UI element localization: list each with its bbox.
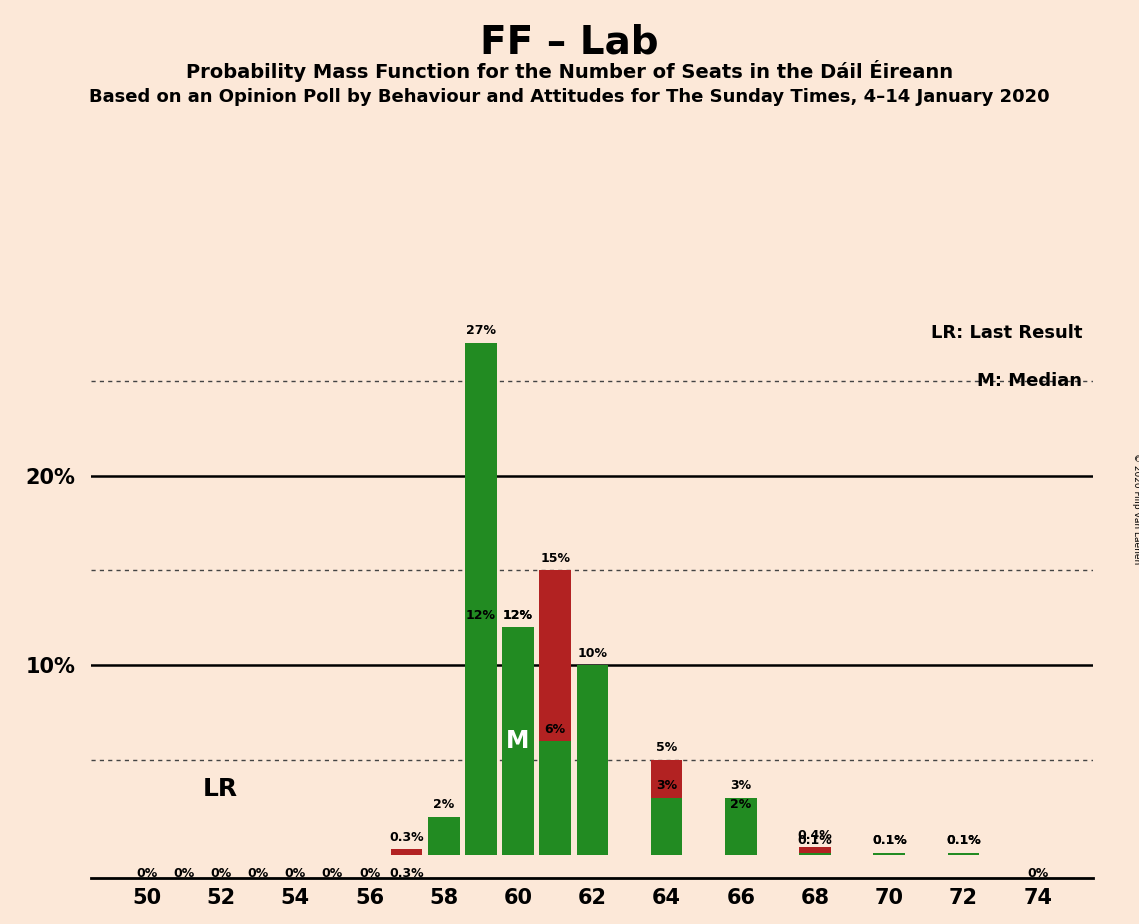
Text: 10%: 10% bbox=[577, 647, 607, 660]
Text: 0%: 0% bbox=[322, 868, 343, 881]
Text: M: M bbox=[507, 729, 530, 753]
Text: 2%: 2% bbox=[730, 798, 752, 811]
Bar bbox=[428, 853, 459, 855]
Text: 0.1%: 0.1% bbox=[871, 834, 907, 847]
Text: 0.4%: 0.4% bbox=[797, 829, 833, 842]
Text: 12%: 12% bbox=[503, 609, 533, 622]
Text: 0%: 0% bbox=[137, 868, 157, 881]
Bar bbox=[726, 817, 756, 855]
Text: 0.3%: 0.3% bbox=[390, 868, 424, 881]
Text: 0%: 0% bbox=[211, 868, 231, 881]
Text: 0.1%: 0.1% bbox=[871, 834, 907, 847]
Text: 15%: 15% bbox=[540, 552, 571, 565]
Bar bbox=[650, 760, 682, 855]
Text: 12%: 12% bbox=[466, 609, 495, 622]
Bar bbox=[948, 853, 980, 855]
Bar bbox=[874, 853, 906, 855]
Text: LR: LR bbox=[203, 777, 238, 800]
Text: 2%: 2% bbox=[433, 798, 454, 811]
Text: 0%: 0% bbox=[1027, 868, 1048, 881]
Bar bbox=[650, 798, 682, 855]
Bar bbox=[540, 741, 571, 855]
Text: FF – Lab: FF – Lab bbox=[481, 23, 658, 61]
Bar bbox=[800, 847, 830, 855]
Bar bbox=[948, 853, 980, 855]
Text: Probability Mass Function for the Number of Seats in the Dáil Éireann: Probability Mass Function for the Number… bbox=[186, 60, 953, 82]
Text: 3%: 3% bbox=[730, 780, 752, 793]
Text: 5%: 5% bbox=[656, 741, 678, 755]
Text: 0.1%: 0.1% bbox=[947, 834, 981, 847]
Text: 0.3%: 0.3% bbox=[390, 831, 424, 844]
Bar bbox=[465, 343, 497, 855]
Text: 6%: 6% bbox=[544, 723, 566, 736]
Text: M: Median: M: Median bbox=[977, 371, 1082, 390]
Bar bbox=[428, 817, 459, 855]
Text: Based on an Opinion Poll by Behaviour and Attitudes for The Sunday Times, 4–14 J: Based on an Opinion Poll by Behaviour an… bbox=[89, 88, 1050, 105]
Text: LR: Last Result: LR: Last Result bbox=[931, 324, 1082, 343]
Text: © 2020 Filip van Laenen: © 2020 Filip van Laenen bbox=[1132, 453, 1139, 564]
Bar bbox=[391, 849, 423, 855]
Bar bbox=[726, 798, 756, 855]
Text: 0%: 0% bbox=[173, 868, 195, 881]
Bar bbox=[502, 627, 534, 855]
Text: 0.1%: 0.1% bbox=[947, 834, 981, 847]
Bar bbox=[874, 853, 906, 855]
Text: 27%: 27% bbox=[466, 324, 495, 337]
Text: 0.1%: 0.1% bbox=[797, 834, 833, 847]
Text: 0%: 0% bbox=[359, 868, 380, 881]
Bar bbox=[465, 627, 497, 855]
Bar bbox=[576, 665, 608, 855]
Text: 0%: 0% bbox=[285, 868, 306, 881]
Text: 0%: 0% bbox=[247, 868, 269, 881]
Text: 12%: 12% bbox=[503, 609, 533, 622]
Bar bbox=[800, 853, 830, 855]
Bar bbox=[540, 570, 571, 855]
Text: 3%: 3% bbox=[656, 780, 677, 793]
Bar bbox=[502, 627, 534, 855]
